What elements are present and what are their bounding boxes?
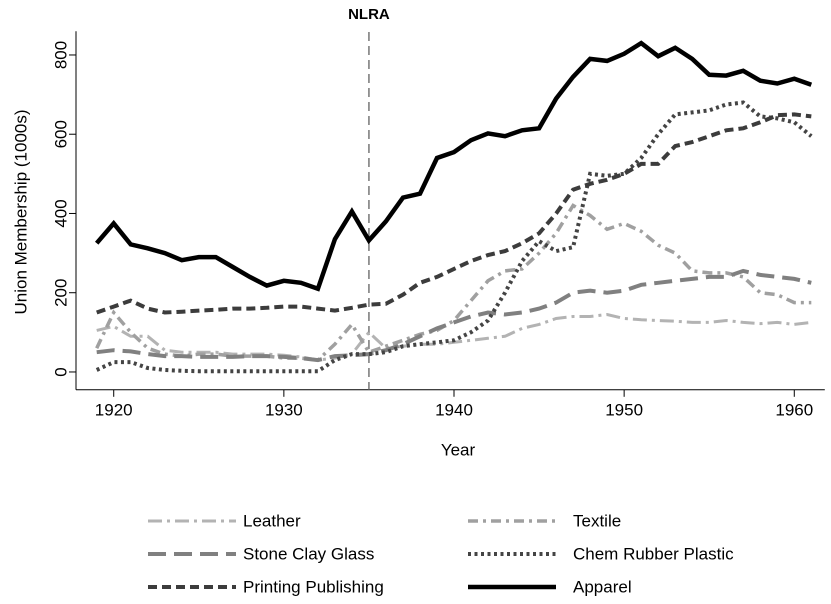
legend-label: Chem Rubber Plastic: [573, 544, 734, 563]
y-tick-label: 0: [51, 367, 70, 376]
x-tick-label: 1960: [775, 400, 813, 419]
y-tick-label: 200: [51, 279, 70, 307]
series-line: [94, 40, 813, 292]
y-tick-label: 800: [51, 41, 70, 69]
legend-label: Apparel: [573, 577, 632, 596]
legend-label: Stone Clay Glass: [243, 544, 374, 563]
series-line: [96, 268, 812, 363]
series-line: [95, 203, 812, 362]
x-tick-label: 1920: [95, 400, 133, 419]
x-tick-label: 1940: [435, 400, 473, 419]
series-line: [96, 112, 812, 315]
x-tick-label: 1930: [265, 400, 303, 419]
y-axis-label: Union Membership (1000s): [11, 109, 30, 314]
series-line: [95, 100, 813, 374]
legend-label: Leather: [243, 511, 301, 530]
legend-label: Textile: [573, 511, 621, 530]
legend-label: Printing Publishing: [243, 577, 384, 596]
x-axis-label: Year: [441, 440, 476, 459]
y-tick-label: 400: [51, 199, 70, 227]
annotation-label: NLRA: [348, 6, 390, 23]
y-tick-label: 600: [51, 120, 70, 148]
x-tick-label: 1950: [605, 400, 643, 419]
